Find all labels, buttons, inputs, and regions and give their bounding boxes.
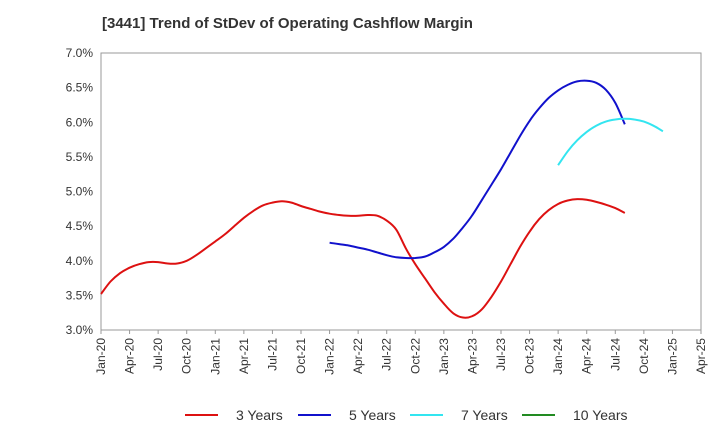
x-tick-label: Apr-21 (237, 338, 251, 374)
x-tick-label: Apr-22 (351, 338, 365, 374)
x-tick-label: Jul-21 (265, 338, 279, 371)
chart-title: [3441] Trend of StDev of Operating Cashf… (102, 15, 473, 32)
x-tick-label: Jan-21 (208, 338, 222, 375)
series-line-3-years (100, 198, 626, 319)
y-tick-label: 5.0% (66, 185, 94, 199)
legend-item-5-years: 5 Years (298, 405, 396, 425)
x-tick-label: Jan-25 (665, 338, 679, 375)
series-line-5-years (329, 79, 626, 260)
y-tick-label: 6.0% (66, 115, 94, 129)
y-tick-label: 6.5% (66, 81, 94, 95)
x-tick-label: Oct-24 (637, 338, 651, 374)
x-tick-label: Apr-25 (694, 338, 708, 374)
x-tick-label: Jan-24 (551, 338, 565, 375)
x-tick-label: Jul-24 (608, 338, 622, 371)
y-tick-label: 4.5% (66, 219, 94, 233)
x-tick-label: Jan-22 (323, 338, 337, 375)
x-tick-label: Jul-22 (380, 338, 394, 371)
legend-item-10-years: 10 Years (522, 405, 628, 425)
legend-item-3-years: 3 Years (185, 405, 283, 425)
y-tick-label: 5.5% (66, 150, 94, 164)
y-tick-labels: 3.0% 3.5% 4.0% 4.5% 5.0% 5.5% 6.0% 6.5% 7.0% (66, 46, 94, 337)
y-tick-label: 3.5% (66, 288, 94, 302)
x-tick-label: Oct-23 (523, 338, 537, 374)
y-tick-label: 4.0% (66, 254, 94, 268)
axes (100, 52, 702, 334)
legend-label-7-years: 7 Years (461, 407, 508, 423)
x-tick-label: Jan-23 (437, 338, 451, 375)
x-tick-label: Oct-22 (408, 338, 422, 374)
legend-swatch-10-years (522, 414, 555, 416)
y-tick-label: 3.0% (66, 323, 94, 337)
legend-label-3-years: 3 Years (236, 407, 283, 423)
x-tick-label: Apr-20 (123, 338, 137, 374)
plot-area (100, 52, 702, 331)
series-line-7-years (557, 117, 664, 166)
legend-item-7-years: 7 Years (410, 405, 508, 425)
x-tick-label: Apr-23 (465, 338, 479, 374)
legend-swatch-5-years (298, 414, 331, 416)
x-tick-label: Oct-21 (294, 338, 308, 374)
y-tick-label: 7.0% (66, 46, 94, 60)
legend-swatch-3-years (185, 414, 218, 416)
x-tick-labels: Jan-20 Apr-20 Jul-20 Oct-20 Jan-21 Apr-21 Jul-… (94, 338, 708, 375)
legend-label-10-years: 10 Years (573, 407, 628, 423)
x-tick-label: Jul-20 (151, 338, 165, 371)
x-tick-label: Jan-20 (94, 338, 108, 375)
legend: 3 Years 5 Years 7 Years 10 Years (0, 405, 720, 425)
legend-swatch-7-years (410, 414, 443, 416)
x-tick-label: Jul-23 (494, 338, 508, 371)
x-tick-label: Apr-24 (580, 338, 594, 374)
series-lines (100, 79, 664, 319)
x-tick-label: Oct-20 (180, 338, 194, 374)
legend-label-5-years: 5 Years (349, 407, 396, 423)
